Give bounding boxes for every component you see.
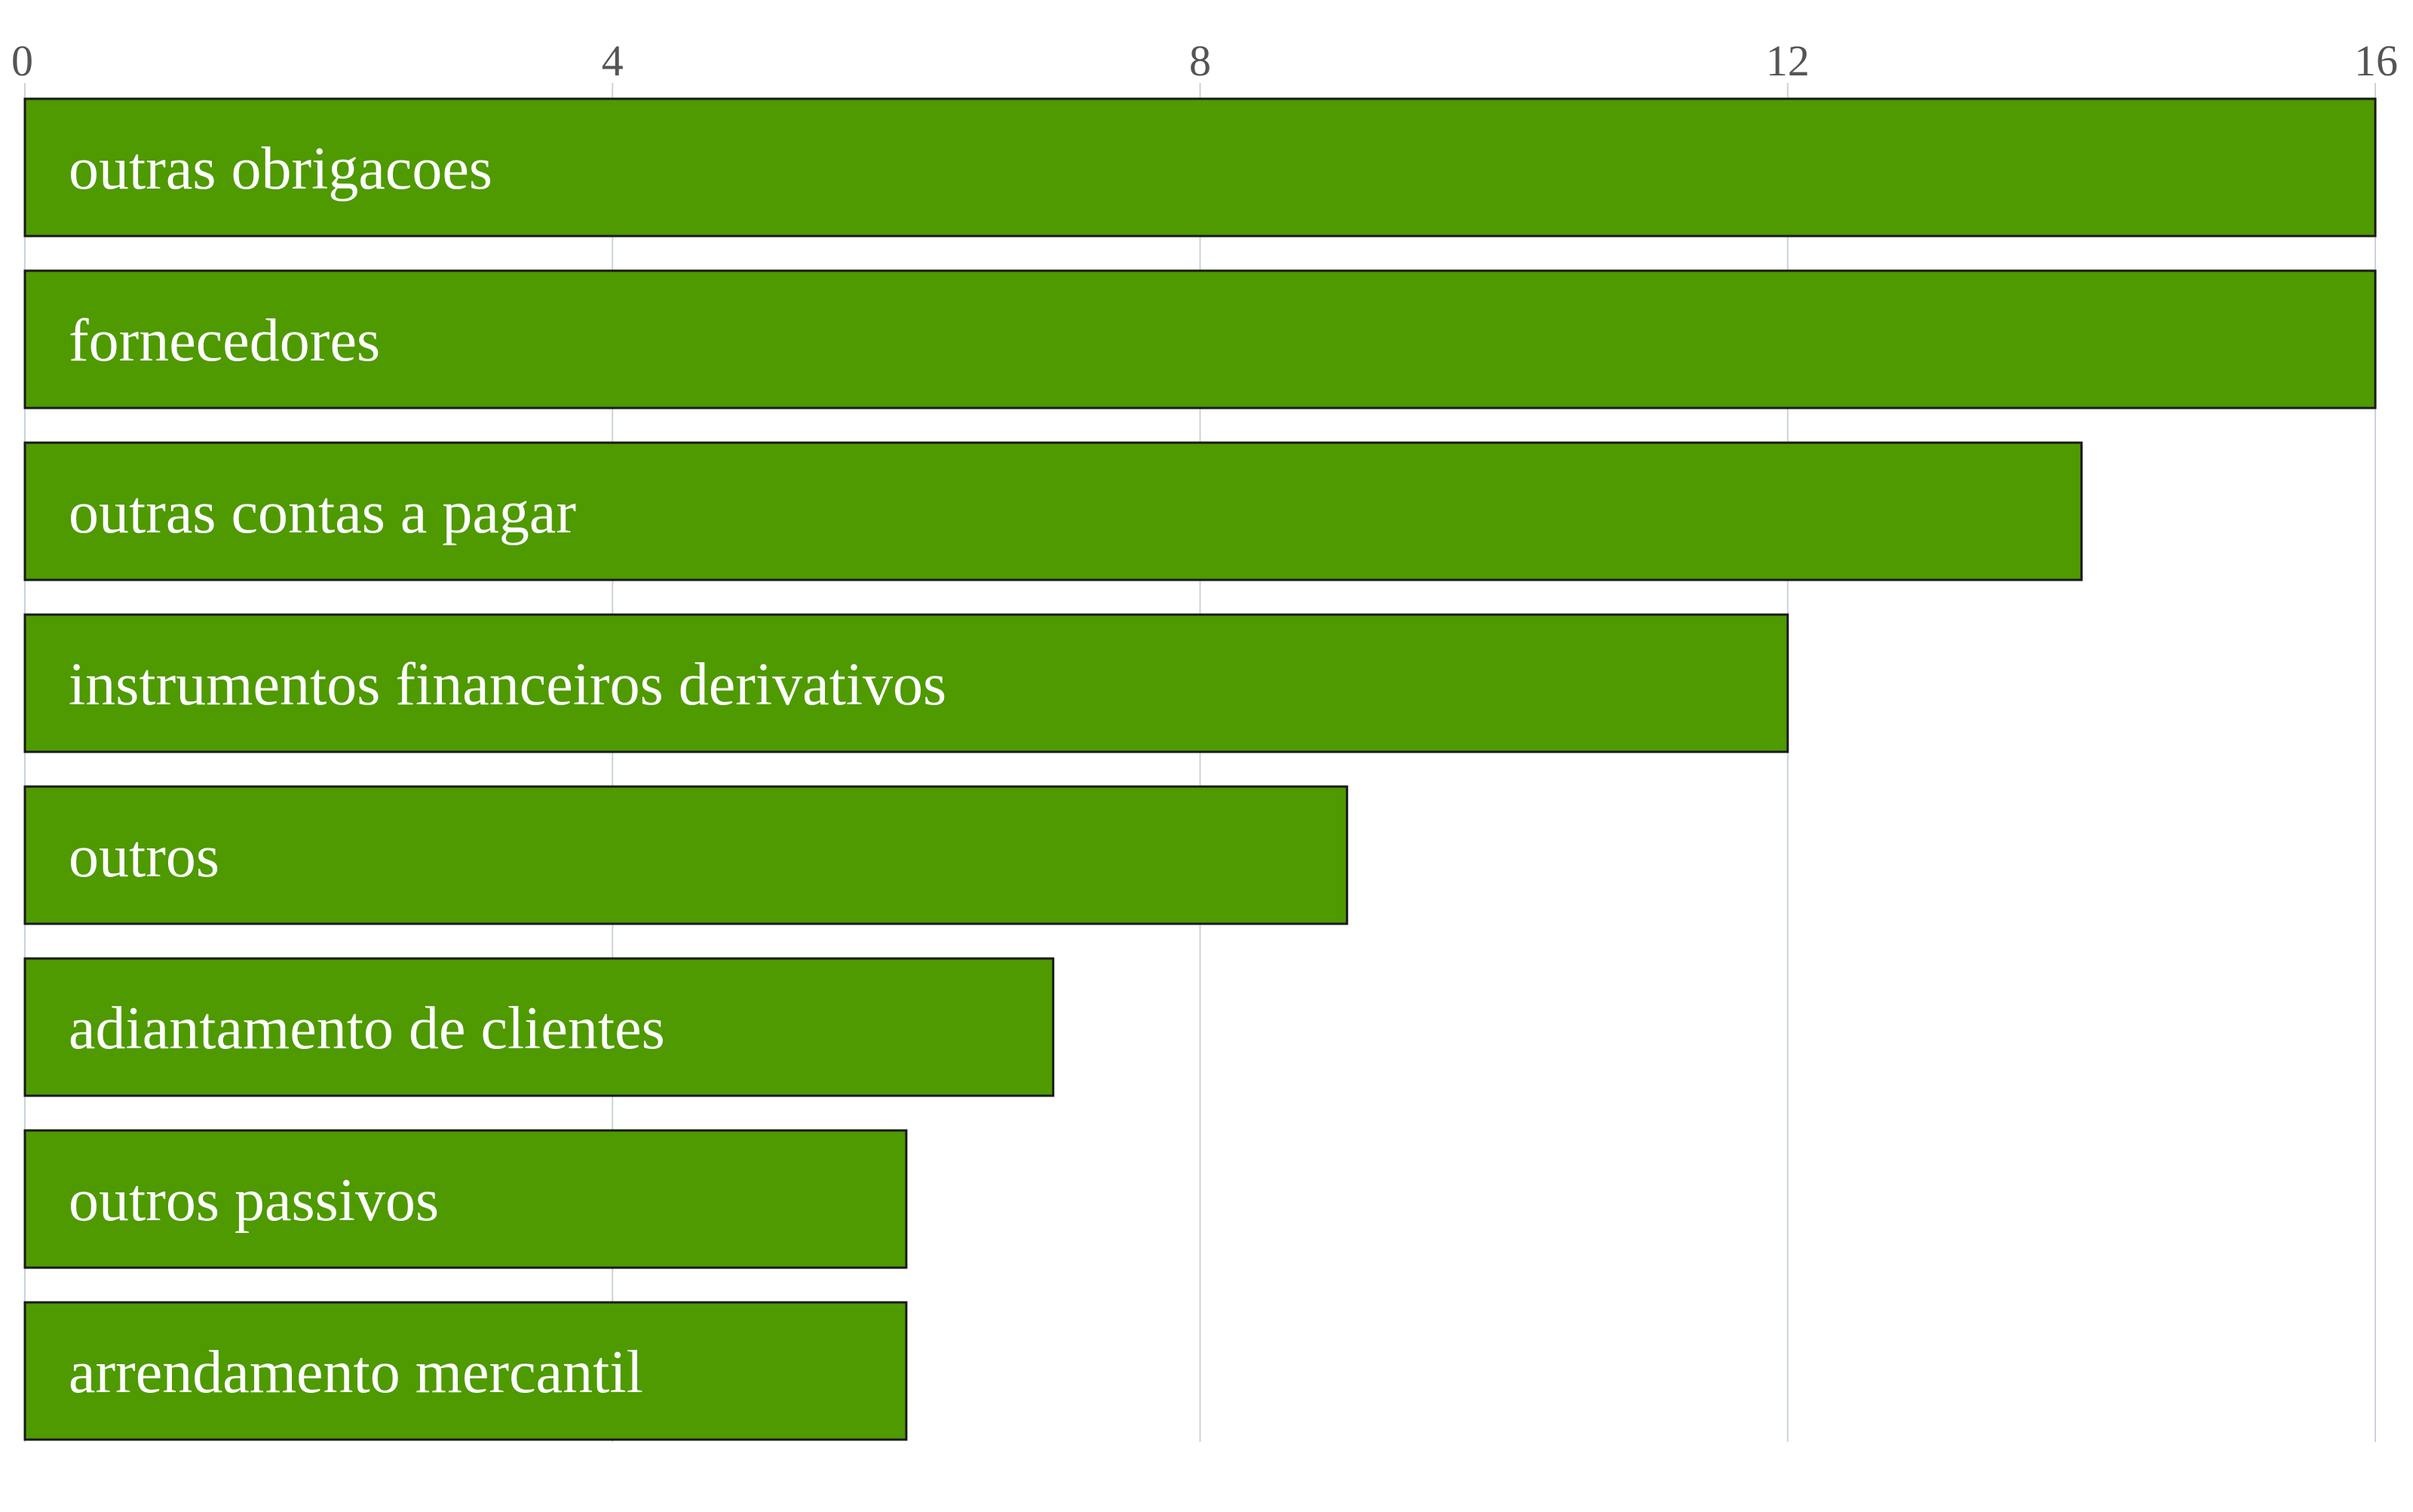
bar-category-label: outras obrigacoes <box>69 136 492 202</box>
bar <box>23 1129 908 1269</box>
bar-labels: outras obrigacoes fornecedores outras cont… <box>69 136 946 1406</box>
x-tick-label: 8 <box>1189 36 1211 85</box>
x-tick-label: 0 <box>11 36 33 85</box>
bar <box>23 785 1348 925</box>
x-tick-label: 4 <box>602 36 624 85</box>
bar-category-label: outras contas a pagar <box>69 480 576 546</box>
bar-category-label: instrumentos financeiros derivativos <box>69 652 946 718</box>
bar-category-label: adiantamento de clientes <box>69 995 665 1062</box>
bar <box>23 613 1789 753</box>
bar <box>23 269 2377 409</box>
x-tick-label: 16 <box>2354 36 2398 85</box>
bar <box>23 97 2377 238</box>
bar-category-label: outros passivos <box>69 1167 439 1234</box>
bar-category-label: fornecedores <box>69 308 380 374</box>
x-tick-label: 12 <box>1766 36 1810 85</box>
bars <box>23 97 2377 1441</box>
bar <box>23 441 2083 581</box>
bar-category-label: outros <box>69 823 219 890</box>
bar <box>23 1301 908 1441</box>
bar-category-label: arrendamento mercantil <box>69 1339 643 1406</box>
bar <box>23 957 1055 1097</box>
x-axis-ticks: 0 4 8 12 16 <box>11 36 2398 85</box>
